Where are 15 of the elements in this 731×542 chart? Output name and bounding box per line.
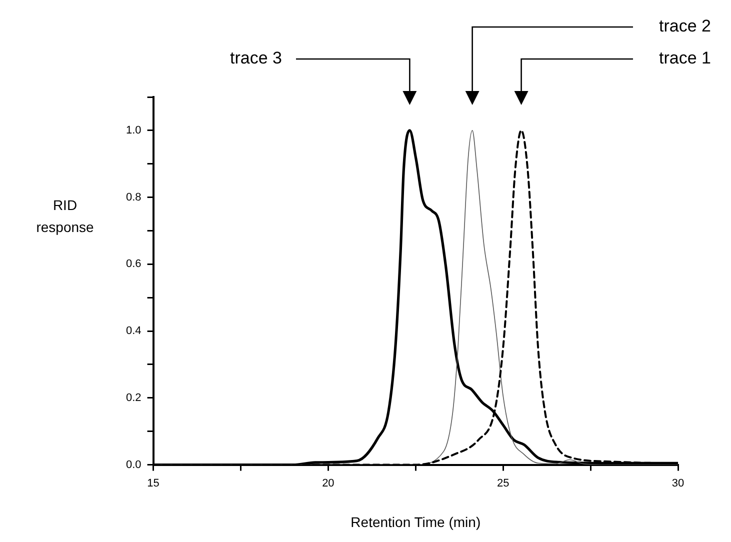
text: trace 3 — [230, 48, 282, 68]
y-tick-label: 0.8 — [126, 191, 142, 204]
text: trace 2 — [659, 16, 711, 36]
y-tick-label: 0.2 — [126, 392, 142, 404]
y-tick-label: 0.0 — [126, 458, 142, 471]
x-tick-label: 25 — [496, 477, 510, 490]
x-tick-label: 30 — [672, 477, 684, 490]
y-axis-title: RID response — [36, 197, 94, 236]
text: trace 1 — [659, 48, 711, 68]
x-tick-label: 15 — [147, 477, 160, 490]
x-axis-title: Retention Time (min) — [350, 514, 481, 530]
y-tick-label: 1.0 — [126, 124, 142, 136]
x-tick-label: 20 — [322, 477, 334, 490]
y-tick-label: 0.4 — [126, 325, 142, 338]
y-tick-label: 0.6 — [126, 258, 142, 270]
